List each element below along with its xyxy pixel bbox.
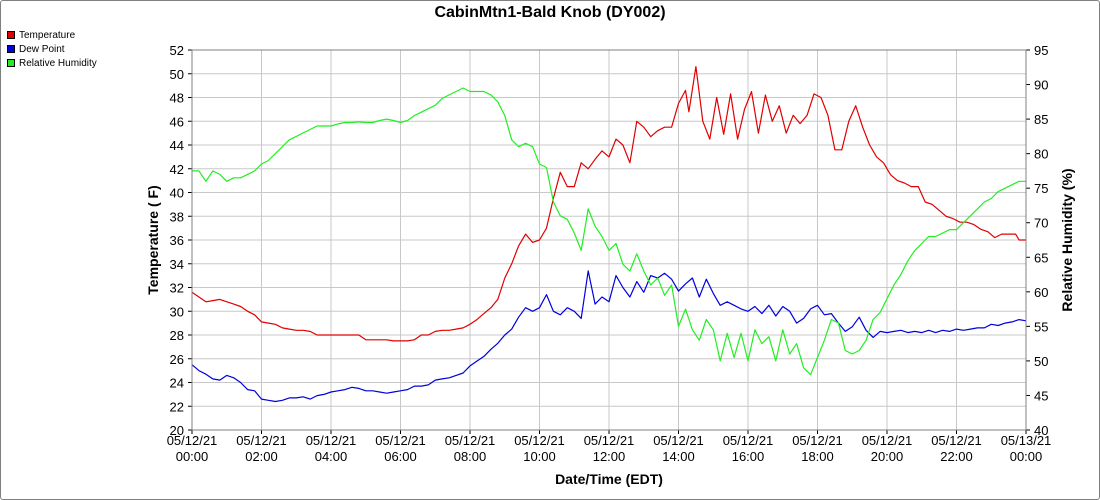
- y2-tick-label: 75: [1034, 181, 1048, 196]
- y-tick-label: 42: [170, 162, 184, 177]
- x-tick-label-date: 05/12/21: [514, 433, 565, 448]
- y-tick-label: 50: [170, 67, 184, 82]
- x-tick-label-time: 16:00: [732, 449, 765, 464]
- legend-item-temperature: Temperature: [7, 28, 97, 42]
- tick-labels: 05/12/2100:0005/12/2102:0005/12/2104:000…: [167, 43, 1052, 464]
- y-tick-label: 36: [170, 233, 184, 248]
- x-tick-label-time: 10:00: [523, 449, 556, 464]
- plot-border: [191, 49, 1027, 431]
- y-tick-label: 48: [170, 91, 184, 106]
- series-line-temperature: [191, 65, 1026, 342]
- y-axis-title: Temperature ( F): [145, 185, 161, 294]
- x-tick-label-time: 04:00: [315, 449, 348, 464]
- x-axis-title: Date/Time (EDT): [555, 471, 663, 487]
- y2-tick-label: 85: [1034, 112, 1048, 127]
- y-tick-label: 44: [170, 138, 184, 153]
- legend-label-temperature: Temperature: [19, 29, 76, 41]
- y2-tick-label: 90: [1034, 78, 1048, 93]
- y2-tick-label: 65: [1034, 250, 1048, 265]
- x-tick-label-date: 05/12/21: [723, 433, 774, 448]
- x-tick-label-date: 05/12/21: [931, 433, 982, 448]
- y-tick-label: 34: [170, 257, 184, 272]
- legend-swatch-dew-point: [7, 45, 15, 53]
- y-tick-label: 24: [170, 376, 184, 391]
- x-tick-label-date: 05/12/21: [792, 433, 843, 448]
- legend-swatch-temperature: [7, 31, 15, 39]
- x-tick-label-date: 05/12/21: [584, 433, 635, 448]
- legend-label-dew-point: Dew Point: [19, 43, 65, 55]
- x-tick-label-date: 05/12/21: [445, 433, 496, 448]
- y-tick-label: 20: [170, 423, 184, 438]
- x-tick-label-date: 05/13/21: [1001, 433, 1052, 448]
- y-tick-label: 52: [170, 43, 184, 58]
- x-tick-label-time: 06:00: [384, 449, 417, 464]
- y2-tick-label: 80: [1034, 147, 1048, 162]
- legend-item-relative-humidity: Relative Humidity: [7, 56, 97, 70]
- axes: [188, 49, 1030, 434]
- x-tick-label-time: 18:00: [801, 449, 834, 464]
- y-tick-label: 38: [170, 209, 184, 224]
- y2-tick-label: 55: [1034, 319, 1048, 334]
- y2-tick-label: 95: [1034, 43, 1048, 58]
- chart-title: CabinMtn1-Bald Knob (DY002): [434, 4, 666, 21]
- y-tick-label: 22: [170, 399, 184, 414]
- legend-swatch-relative-humidity: [7, 59, 15, 67]
- x-tick-label-time: 08:00: [454, 449, 487, 464]
- x-tick-label-time: 02:00: [245, 449, 278, 464]
- y2-tick-label: 40: [1034, 423, 1048, 438]
- y2-tick-label: 70: [1034, 216, 1048, 231]
- legend: Temperature Dew Point Relative Humidity: [7, 28, 97, 70]
- y2-axis-title: Relative Humidity (%): [1059, 168, 1075, 311]
- series-lines: [191, 65, 1027, 403]
- grid-lines: [191, 49, 1027, 431]
- x-tick-label-date: 05/12/21: [306, 433, 357, 448]
- x-tick-label-date: 05/12/21: [862, 433, 913, 448]
- y2-tick-label: 50: [1034, 354, 1048, 369]
- y-tick-label: 46: [170, 114, 184, 129]
- y-tick-label: 32: [170, 281, 184, 296]
- legend-label-relative-humidity: Relative Humidity: [19, 57, 97, 69]
- x-tick-label-date: 05/12/21: [236, 433, 287, 448]
- y-tick-label: 40: [170, 186, 184, 201]
- y-tick-label: 28: [170, 328, 184, 343]
- x-tick-label-date: 05/12/21: [653, 433, 704, 448]
- x-tick-label-time: 14:00: [662, 449, 695, 464]
- series-line-relative-humidity: [192, 87, 1026, 376]
- y2-tick-label: 45: [1034, 388, 1048, 403]
- y-tick-label: 26: [170, 352, 184, 367]
- x-tick-label-date: 05/12/21: [375, 433, 426, 448]
- y2-tick-label: 60: [1034, 285, 1048, 300]
- x-tick-label-time: 00:00: [176, 449, 209, 464]
- x-tick-label-date: 05/12/21: [167, 433, 218, 448]
- legend-item-dew-point: Dew Point: [7, 42, 97, 56]
- x-tick-label-time: 00:00: [1010, 449, 1043, 464]
- x-tick-label-time: 12:00: [593, 449, 626, 464]
- y-tick-label: 30: [170, 304, 184, 319]
- series-line-dew-point: [191, 270, 1027, 403]
- x-tick-label-time: 22:00: [940, 449, 973, 464]
- x-tick-label-time: 20:00: [871, 449, 904, 464]
